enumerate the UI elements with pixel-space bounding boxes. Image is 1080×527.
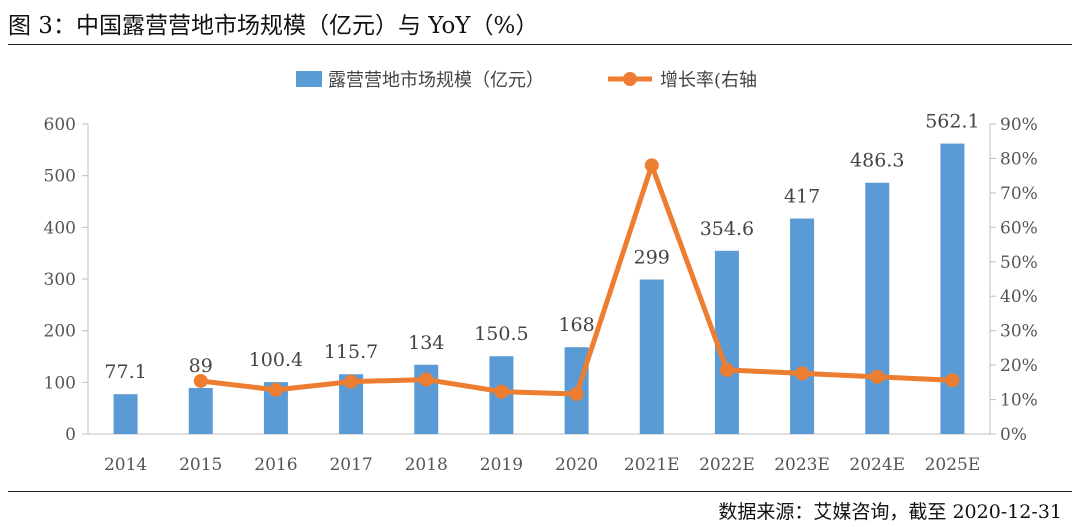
bar-data-labels: 77.1 89 100.4 115.7 134 150.5 168 299 354.6 417 48… [104, 111, 979, 384]
y-right-tick-label: 80% [1000, 149, 1038, 169]
y-left-tick-label: 400 [44, 218, 76, 238]
growth-rate-point [419, 372, 434, 387]
legend-bar-label: 露营营地市场规模（亿元） [328, 70, 544, 91]
bar [113, 394, 138, 434]
growth-rate-point [945, 373, 960, 388]
y-left-tick-label: 300 [44, 270, 76, 290]
x-tick-label: 2021E [624, 455, 680, 475]
bar-data-label: 150.5 [474, 323, 528, 345]
y-right-tick-label: 70% [1000, 184, 1038, 204]
bar-data-label: 417 [784, 186, 820, 208]
x-tick-label: 2014 [104, 455, 147, 475]
growth-rate-point [494, 384, 509, 399]
x-tick-label: 2023E [774, 455, 830, 475]
bar-series [113, 143, 965, 434]
bar [790, 218, 815, 434]
growth-rate-point [344, 374, 359, 389]
growth-rate-point [193, 373, 208, 388]
y-left-tick-label: 200 [44, 322, 76, 342]
x-tick-label: 2020 [555, 455, 598, 475]
bar [865, 182, 890, 434]
bar-data-label: 100.4 [249, 349, 303, 371]
legend-line-label: 增长率(右轴 [660, 70, 757, 91]
x-tick-label: 2017 [329, 455, 372, 475]
growth-rate-point [644, 158, 659, 173]
x-tick-labels: 2014 2015 2016 2017 2018 2019 2020 2021E 2022E 20… [104, 455, 980, 475]
y-right-tick-label: 40% [1000, 287, 1038, 307]
bar-data-label: 115.7 [324, 341, 378, 363]
x-tick-label: 2016 [254, 455, 297, 475]
bar [940, 143, 965, 434]
bar-data-label: 299 [634, 247, 670, 269]
source-note: 数据来源：艾媒咨询，截至 2020-12-31 [718, 501, 1062, 523]
bar [639, 279, 664, 434]
chart: 露营营地市场规模（亿元） 增长率(右轴 0100200300400500600 … [44, 70, 1038, 475]
legend: 露营营地市场规模（亿元） 增长率(右轴 [296, 70, 757, 91]
x-tick-label: 2018 [405, 455, 448, 475]
y-left-tick-label: 100 [44, 373, 76, 393]
y-right-tick-label: 90% [1000, 115, 1038, 135]
y-left-ticks: 0 100 200 300 400 500 600 [44, 115, 88, 445]
y-right-tick-label: 50% [1000, 253, 1038, 273]
x-tick-label: 2022E [699, 455, 755, 475]
y-right-tick-label: 20% [1000, 356, 1038, 376]
legend-bar-swatch [296, 71, 322, 87]
y-left-tick-label: 600 [44, 115, 76, 135]
growth-rate-point [569, 387, 584, 402]
y-left-tick-label: 500 [44, 167, 76, 187]
y-right-tick-label: 30% [1000, 322, 1038, 342]
y-right-tick-label: 0% [1000, 425, 1027, 445]
y-right-ticks: 0% 10% 20% 30% 40% 50% 60% 70% 80% 90% [990, 115, 1038, 445]
growth-rate-point [268, 382, 283, 397]
figure-title: 图 3：中国露营营地市场规模（亿元）与 YoY（%） [8, 13, 539, 39]
bar-data-label: 134 [408, 332, 444, 354]
y-right-tick-label: 10% [1000, 391, 1038, 411]
footer-rule [8, 491, 1072, 492]
x-tick-label: 2019 [480, 455, 523, 475]
line-series [193, 158, 960, 402]
bar-data-label: 562.1 [925, 111, 979, 133]
growth-rate-point [870, 369, 885, 384]
growth-rate-point [795, 366, 810, 381]
title-rule [8, 44, 1072, 45]
growth-rate-point [719, 362, 734, 377]
legend-line-marker [623, 72, 637, 86]
x-tick-label: 2015 [179, 455, 222, 475]
bar-data-label: 486.3 [850, 150, 904, 172]
bar-data-label: 77.1 [104, 361, 146, 383]
bar-data-label: 354.6 [700, 218, 754, 240]
y-left-tick-label: 0 [65, 425, 76, 445]
x-tick-label: 2025E [925, 455, 981, 475]
bar [188, 388, 213, 434]
y-right-tick-label: 60% [1000, 218, 1038, 238]
x-tick-label: 2024E [849, 455, 905, 475]
bar-data-label: 168 [558, 314, 594, 336]
bar-data-label: 89 [189, 355, 213, 377]
